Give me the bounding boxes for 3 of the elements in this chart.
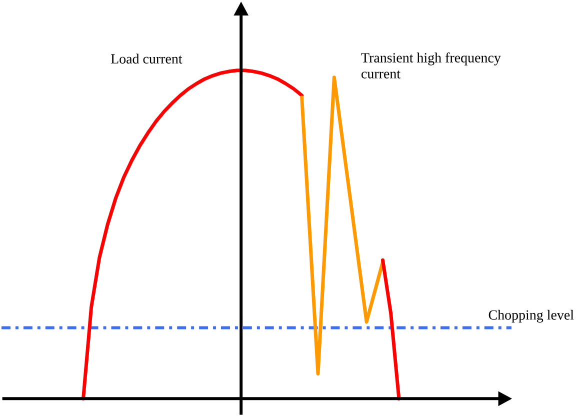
- series-label: Transient high frequency current: [361, 52, 501, 78]
- series-label: Load current: [110, 54, 182, 64]
- ref-line-label: Chopping level: [488, 310, 574, 322]
